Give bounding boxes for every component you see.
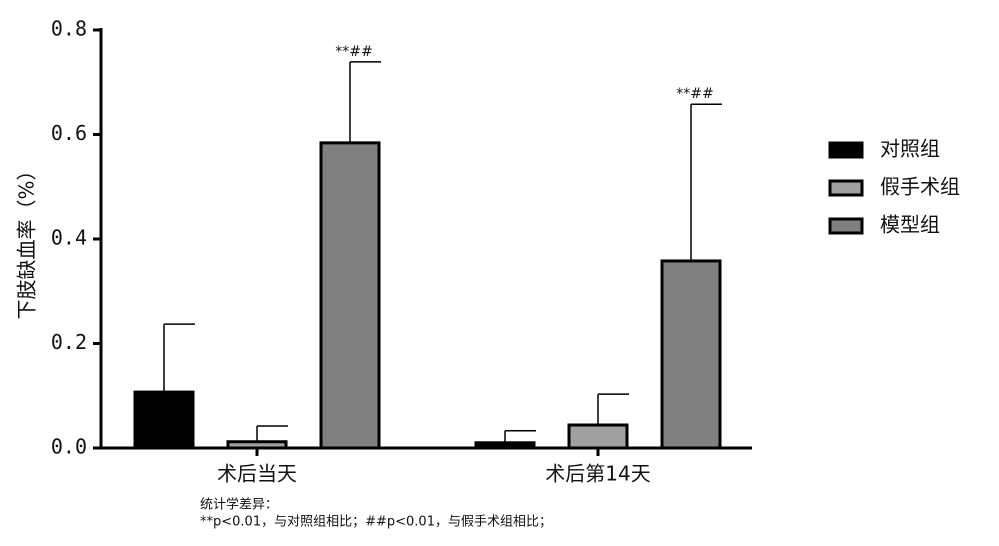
bar <box>567 423 629 450</box>
annotation: **## <box>676 86 713 102</box>
y-tick-label: 0.4 <box>51 226 87 250</box>
legend-swatch <box>828 179 864 197</box>
footnote: 统计学差异： <box>200 497 278 513</box>
bar <box>660 259 722 450</box>
y-tick-label: 0.6 <box>51 121 87 145</box>
y-axis-label: 下肢缺血率（%） <box>15 160 39 319</box>
y-tick-label: 0.8 <box>51 17 87 41</box>
legend-label: 模型组 <box>880 213 940 237</box>
annotation: **## <box>335 44 372 60</box>
bar <box>474 441 536 450</box>
bar <box>319 141 381 450</box>
bar <box>133 390 195 450</box>
y-tick-label: 0.0 <box>51 435 87 459</box>
legend-swatch <box>828 217 864 235</box>
legend-swatch <box>828 141 864 159</box>
x-tick-label: 术后第14天 <box>545 462 650 486</box>
x-tick-label: 术后当天 <box>217 462 297 486</box>
bar <box>226 440 288 450</box>
y-tick-label: 0.2 <box>51 330 87 354</box>
legend-label: 对照组 <box>880 137 940 161</box>
legend-label: 假手术组 <box>880 175 960 199</box>
footnote: **p<0.01，与对照组相比；##p<0.01，与假手术组相比； <box>200 515 552 530</box>
